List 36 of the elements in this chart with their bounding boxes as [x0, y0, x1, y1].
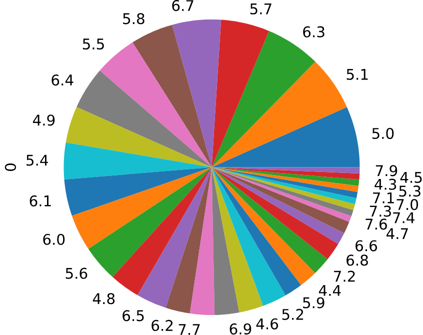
- slice-label: 6.1: [30, 195, 51, 207]
- slice-label: 7.7: [178, 324, 200, 335]
- slice-label: 5.0: [372, 128, 394, 140]
- slice-label: 5.7: [250, 4, 272, 15]
- slice-label: 4.3: [374, 178, 396, 190]
- slice-label: 4.8: [92, 293, 115, 304]
- slice-label: 4.7: [386, 228, 408, 240]
- slice-label: 6.8: [346, 254, 368, 266]
- slice-label: 5.8: [123, 13, 144, 24]
- slice-label: 7.1: [373, 192, 394, 204]
- slice-label: 6.7: [172, 0, 194, 12]
- slice-label: 5.6: [66, 268, 88, 279]
- slice-label: 6.6: [356, 240, 377, 252]
- slice-label: 6.4: [52, 74, 74, 86]
- slice-label: 6.3: [303, 26, 324, 38]
- slice-label: 6.9: [230, 323, 252, 335]
- slice-label: 5.1: [346, 69, 368, 80]
- slice-label: 7.3: [370, 206, 391, 217]
- slice-label: 5.9: [303, 297, 324, 308]
- slice-label: 7.6: [366, 218, 387, 230]
- slice-label: 7.0: [396, 199, 418, 210]
- slice-label: 5.2: [282, 308, 304, 320]
- slice-label: 6.2: [152, 320, 173, 332]
- slice-label: 4.6: [256, 318, 278, 330]
- text: 0: [4, 164, 16, 172]
- slice-label: 5.4: [26, 154, 48, 166]
- slice-label: 6.5: [122, 310, 144, 322]
- slice-label: 4.9: [32, 114, 55, 126]
- slice-label: 7.4: [393, 212, 414, 224]
- slice-label: 7.2: [334, 270, 355, 282]
- slice-label: 7.9: [376, 165, 398, 176]
- slice-label: 4.4: [318, 285, 341, 296]
- slice-label: 5.3: [399, 186, 420, 197]
- slice-label: 4.5: [400, 172, 422, 184]
- slice-label: 6.0: [43, 234, 65, 246]
- slice-label: 5.5: [82, 38, 104, 50]
